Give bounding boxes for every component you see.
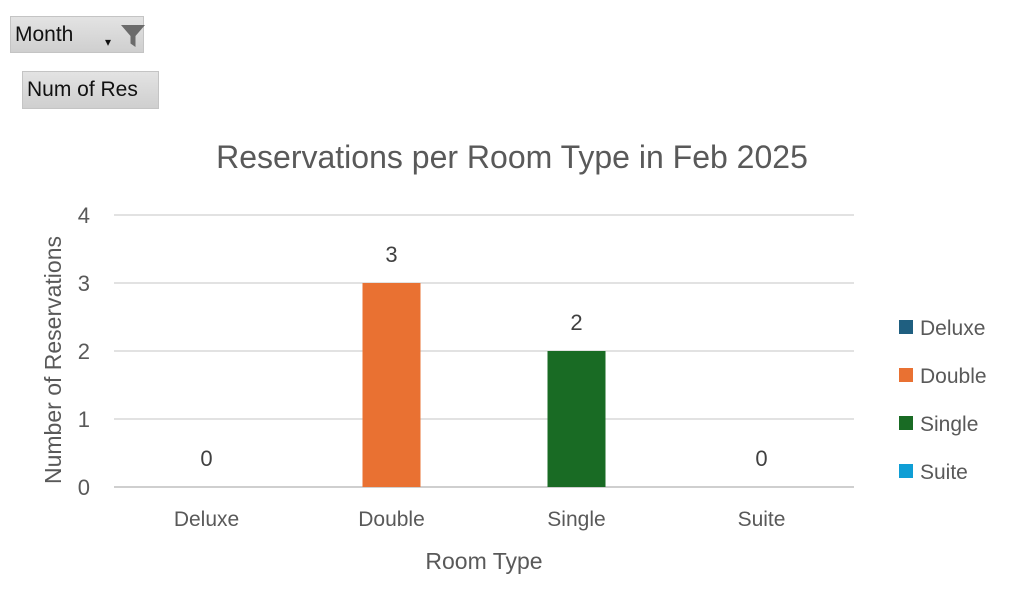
data-labels: 0 3 2 0 — [200, 242, 767, 471]
gridlines — [114, 214, 854, 488]
bar-double — [362, 283, 421, 487]
y-tick-label: 0 — [78, 475, 90, 500]
filter-funnel-icon[interactable] — [120, 24, 146, 48]
month-filter-label: Month — [15, 22, 74, 46]
legend-label: Double — [920, 365, 987, 388]
legend-swatch — [899, 464, 913, 478]
value-field-label: Num of Res — [27, 78, 138, 101]
legend-swatch — [899, 320, 913, 334]
data-label: 2 — [570, 310, 582, 335]
x-axis-title: Room Type — [425, 548, 542, 574]
legend: Deluxe Double Single Suite — [899, 317, 987, 484]
y-tick-label: 2 — [78, 339, 90, 364]
x-tick-label: Double — [358, 508, 425, 531]
data-label: 0 — [755, 446, 767, 471]
legend-label: Suite — [920, 461, 968, 484]
legend-swatch — [899, 368, 913, 382]
month-filter-button[interactable]: Month ▾ — [10, 16, 146, 53]
legend-swatch — [899, 416, 913, 430]
data-label: 0 — [200, 446, 212, 471]
num-of-res-value-field-button[interactable]: Num of Res — [22, 71, 159, 109]
x-tick-label: Suite — [738, 508, 786, 531]
bar-single — [547, 351, 606, 487]
y-tick-label: 1 — [78, 407, 90, 432]
y-tick-label: 3 — [78, 271, 90, 296]
dropdown-arrow-icon[interactable]: ▾ — [105, 35, 112, 49]
x-axis-ticks: Deluxe Double Single Suite — [174, 508, 786, 531]
x-tick-label: Single — [547, 508, 605, 531]
x-tick-label: Deluxe — [174, 508, 239, 531]
y-axis-title: Number of Reservations — [40, 236, 66, 484]
data-label: 3 — [385, 242, 397, 267]
bars — [362, 283, 606, 487]
legend-label: Deluxe — [920, 317, 985, 340]
legend-label: Single — [920, 413, 978, 436]
y-axis-ticks: 0 1 2 3 4 — [78, 203, 90, 500]
chart-title: Reservations per Room Type in Feb 2025 — [216, 139, 808, 175]
y-tick-label: 4 — [78, 203, 90, 228]
